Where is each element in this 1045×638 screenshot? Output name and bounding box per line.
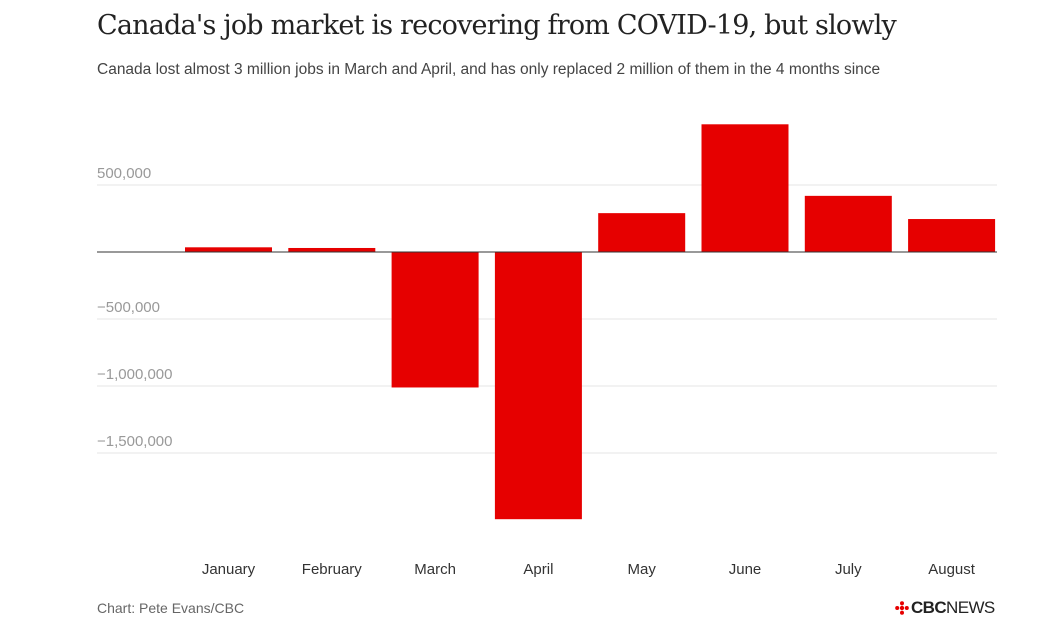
- chart-subtitle: Canada lost almost 3 million jobs in Mar…: [97, 61, 881, 78]
- y-tick-label: 500,000: [97, 165, 151, 182]
- bar-january: [185, 247, 272, 252]
- y-tick-label: −500,000: [97, 299, 160, 316]
- bar-june: [701, 124, 789, 252]
- bar-may: [598, 213, 686, 252]
- bar-april: [494, 252, 582, 520]
- y-tick-label: −1,500,000: [97, 433, 173, 450]
- x-tick-label: March: [414, 561, 456, 578]
- chart-title: Canada's job market is recovering from C…: [97, 10, 897, 41]
- cbc-news-logo: CBCNEWS: [895, 598, 995, 618]
- x-tick-label: July: [835, 561, 862, 578]
- bar-february: [288, 247, 376, 252]
- x-tick-label: January: [202, 561, 256, 578]
- x-tick-label: February: [302, 561, 363, 578]
- bar-july: [804, 195, 892, 252]
- x-tick-label: April: [523, 561, 553, 578]
- cbc-news-wordmark: CBCNEWS: [911, 598, 995, 617]
- x-tick-label: August: [928, 561, 976, 578]
- x-tick-label: June: [729, 561, 762, 578]
- chart-credit: Chart: Pete Evans/CBC: [97, 600, 245, 616]
- x-tick-label: May: [628, 561, 657, 578]
- cbc-gem-icon: [895, 601, 909, 615]
- bar-august: [908, 219, 996, 252]
- bar-march: [391, 252, 479, 388]
- y-tick-label: −1,000,000: [97, 366, 173, 383]
